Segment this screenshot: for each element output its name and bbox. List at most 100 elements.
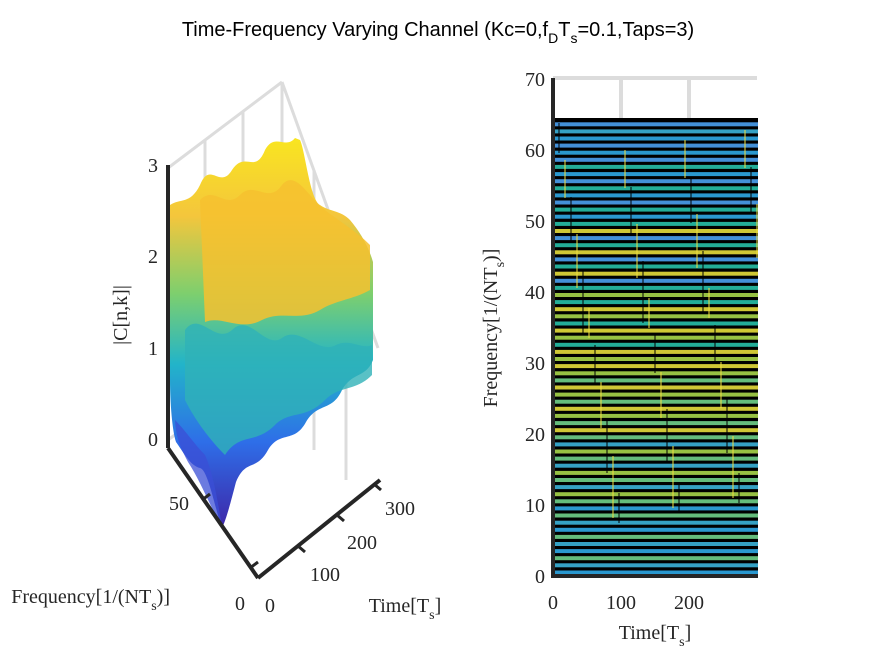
- heatmap-row: [555, 122, 758, 127]
- heatmap-row: [555, 157, 758, 162]
- heatmap-row: [555, 442, 758, 447]
- time-axis-label: Time[Ts]: [369, 595, 442, 623]
- heatmap-row: [555, 221, 758, 226]
- heatmap-row: [555, 136, 758, 141]
- heatmap-row: [555, 257, 758, 262]
- heatmap-row: [555, 143, 758, 148]
- x-tick-label: 100: [606, 592, 636, 614]
- x-tick-label: 200: [674, 592, 704, 614]
- heatmap-row: [555, 534, 758, 539]
- heatmap-row: [555, 470, 758, 475]
- heatmap-rows: [555, 122, 758, 575]
- heatmap-row: [555, 492, 758, 497]
- y-axis-label: Frequency[1/(NTs)]: [480, 249, 508, 408]
- heatmap-row: [555, 207, 758, 212]
- heatmap-row: [555, 435, 758, 440]
- y-tick-label: 30: [525, 353, 545, 375]
- surface-plot: 0 1 2 3 |C[n,k]| 0 100 200 300 Time[Ts] …: [11, 80, 442, 623]
- heatmap-row: [555, 485, 758, 490]
- heatmap-row: [555, 200, 758, 205]
- y-tick-label: 40: [525, 282, 545, 304]
- frequency-axis-label: Frequency[1/(NTs)]: [11, 586, 170, 614]
- z-ticks: 0 1 2 3: [148, 155, 158, 451]
- heatmap-row: [555, 278, 758, 283]
- heatmap-row: [555, 314, 758, 319]
- heatmap-row: [555, 186, 758, 191]
- heatmap-row: [555, 243, 758, 248]
- heatmap-row: [555, 229, 758, 233]
- heatmap-row: [555, 342, 758, 347]
- heatmap-row: [555, 285, 758, 290]
- z-tick-label: 0: [148, 429, 158, 451]
- heatmap-row: [555, 449, 758, 454]
- heatmap-row: [555, 456, 758, 461]
- heatmap-row: [555, 264, 758, 269]
- heatmap-row: [555, 300, 758, 305]
- y-tick-label: 70: [525, 69, 545, 91]
- heatmap-row: [555, 371, 758, 376]
- frequency-ticks: [201, 492, 259, 570]
- time-ticks: [297, 482, 382, 554]
- heatmap-row: [555, 129, 758, 134]
- z-tick-label: 1: [148, 338, 158, 360]
- heatmap-row: [555, 520, 758, 525]
- y-tick-label: 50: [525, 211, 545, 233]
- heatmap-plot: 0 10 20 30 40 50 60 70 0 100 200 Time[Ts…: [480, 69, 758, 650]
- heatmap-row: [555, 428, 758, 433]
- heatmap-row: [555, 328, 758, 333]
- time-tick-label: 300: [385, 498, 415, 520]
- heatmap-row: [555, 421, 758, 426]
- heatmap-row: [555, 236, 758, 241]
- y-tick-label: 60: [525, 140, 545, 162]
- heatmap-row: [555, 385, 758, 390]
- y-tick-label: 20: [525, 424, 545, 446]
- heatmap-row: [555, 406, 758, 411]
- time-tick-label: 100: [310, 564, 340, 586]
- y-tick-label: 10: [525, 495, 545, 517]
- heatmap-row: [555, 506, 758, 511]
- heatmap-row: [555, 271, 758, 276]
- heatmap-row: [555, 570, 758, 575]
- heatmap-row: [555, 172, 758, 177]
- z-tick-label: 3: [148, 155, 158, 177]
- heatmap-row: [555, 556, 758, 561]
- heatmap-row: [555, 549, 758, 554]
- time-tick-label: 0: [265, 595, 275, 617]
- z-axis-label: |C[n,k]|: [110, 285, 132, 345]
- surface-ridge: [200, 180, 370, 325]
- heatmap-row: [555, 321, 758, 326]
- heatmap-row: [555, 293, 758, 297]
- heatmap-row: [555, 413, 758, 418]
- heatmap-row: [555, 307, 758, 312]
- frequency-tick-label: 50: [169, 493, 189, 515]
- heatmap-row: [555, 193, 758, 198]
- time-tick-label: 200: [347, 532, 377, 554]
- heatmap-row: [555, 349, 758, 354]
- heatmap-row: [555, 250, 758, 255]
- surface-valley: [185, 323, 372, 455]
- heatmap-row: [555, 563, 758, 568]
- heatmap-row: [555, 150, 758, 155]
- y-tick-label: 0: [535, 566, 545, 588]
- heatmap-row: [555, 478, 758, 482]
- figure-title: Time-Frequency Varying Channel (Kc=0,fDT…: [182, 19, 694, 46]
- heatmap-row: [555, 542, 758, 546]
- heatmap-row: [555, 214, 758, 219]
- heatmap-row: [555, 179, 758, 184]
- heatmap-row: [555, 399, 758, 404]
- z-tick-label: 2: [148, 246, 158, 268]
- frequency-tick-label: 0: [235, 593, 245, 615]
- heatmap-grid: [553, 76, 757, 118]
- x-tick-label: 0: [548, 592, 558, 614]
- heatmap-row: [555, 364, 758, 369]
- heatmap-row: [555, 527, 758, 532]
- time-axis-line: [256, 478, 382, 580]
- x-axis-label: Time[Ts]: [619, 622, 692, 650]
- heatmap-row: [555, 499, 758, 504]
- heatmap-row: [555, 335, 758, 340]
- heatmap-row: [555, 463, 758, 468]
- heatmap-row: [555, 164, 758, 169]
- frequency-axis-line: [166, 446, 260, 580]
- heatmap-row: [555, 378, 758, 383]
